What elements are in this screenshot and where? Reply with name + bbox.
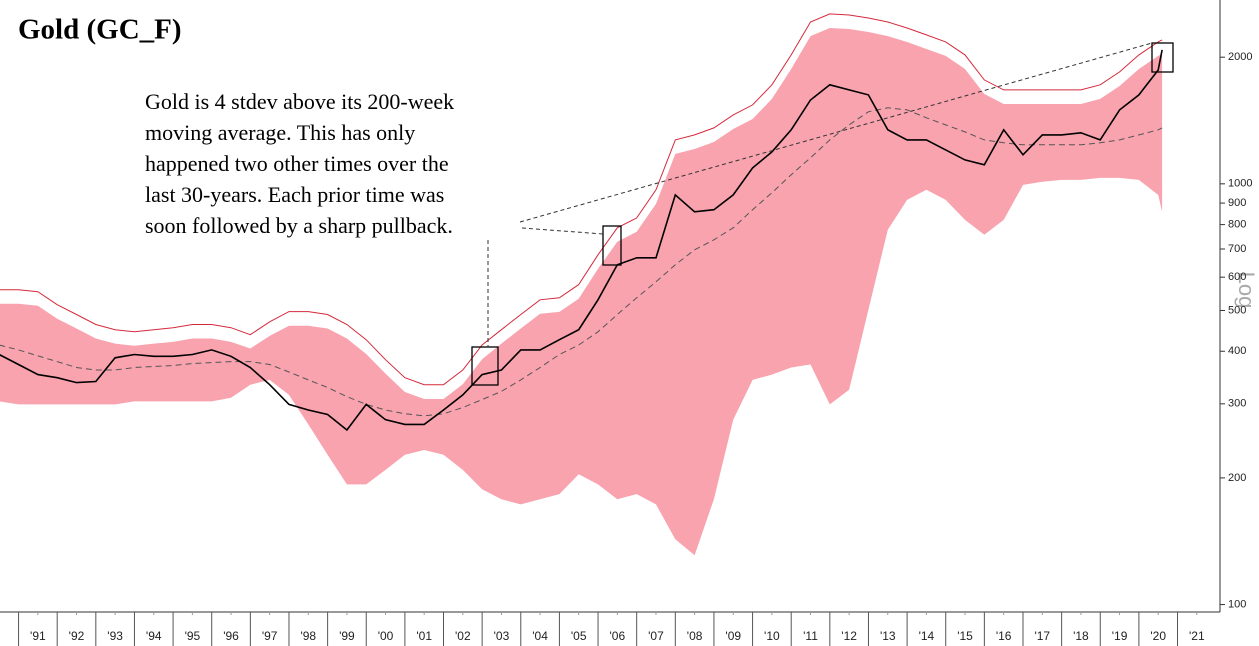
y-tick-label: 600 [1228,271,1246,283]
highlight-box [602,225,622,266]
highlight-box [1151,42,1174,73]
plot-area [0,13,1163,556]
x-tick-label: '93 [107,629,123,643]
pointer-line [521,227,604,235]
x-tick-label: '05 [571,629,587,643]
x-tick-label: '19 [1112,629,1128,643]
x-tick-label: '99 [339,629,355,643]
x-tick-label: '94 [146,629,162,643]
chart-title: Gold (GC_F) [18,14,182,46]
x-tick-label: '95 [185,629,201,643]
y-tick-label: 300 [1228,398,1246,410]
series-line [0,13,1163,386]
x-tick-label: '03 [494,629,510,643]
x-tick-label: '98 [300,629,316,643]
x-tick-label: '18 [1073,629,1089,643]
x-tick-label: '07 [648,629,664,643]
x-tick-label: '20 [1150,629,1166,643]
x-tick-label: '96 [223,629,239,643]
series-line [0,107,1163,417]
x-tick-label: '91 [30,629,46,643]
x-tick-label: '15 [957,629,973,643]
y-tick-label: 1000 [1228,178,1252,190]
x-tick-label: '10 [764,629,780,643]
annotation-text: soon followed by a sharp pullback. [145,213,453,238]
y-tick-label: 100 [1228,598,1246,610]
x-tick-label: '92 [69,629,85,643]
pointer-line [519,42,1153,223]
y-tick-label: 2000 [1228,51,1252,63]
x-tick-label: '06 [610,629,626,643]
annotation-text: last 30-years. Each prior time was [145,182,444,207]
x-tick-label: '97 [262,629,278,643]
x-tick-label: '21 [1189,629,1205,643]
x-tick-label: '09 [725,629,741,643]
annotation-layer [471,42,1174,386]
x-tick-label: '02 [455,629,471,643]
x-tick-label: '16 [996,629,1012,643]
y-tick-label: 700 [1228,243,1246,255]
x-tick-label: '08 [687,629,703,643]
y-tick-label: 900 [1228,197,1246,209]
x-tick-label: '01 [416,629,432,643]
highlight-box [471,346,499,386]
y-tick-label: 500 [1228,304,1246,316]
x-tick-label: '12 [841,629,857,643]
band-area [0,28,1163,556]
series-line [0,49,1163,432]
x-tick-label: '17 [1034,629,1050,643]
y-tick-label: 200 [1228,472,1246,484]
x-tick-label: '13 [880,629,896,643]
annotation-text: moving average. This has only [145,120,415,145]
x-tick-label: '11 [803,629,818,643]
x-tick-label: '14 [919,629,935,643]
y-tick-label: 400 [1228,345,1246,357]
annotation-text: Gold is 4 stdev above its 200-week [145,89,454,114]
y-tick-label: 800 [1228,219,1246,231]
scale-label: Log [1234,272,1259,309]
x-tick-label: '04 [532,629,548,643]
x-tick-label: '00 [378,629,394,643]
annotation-text: happened two other times over the [145,151,449,176]
